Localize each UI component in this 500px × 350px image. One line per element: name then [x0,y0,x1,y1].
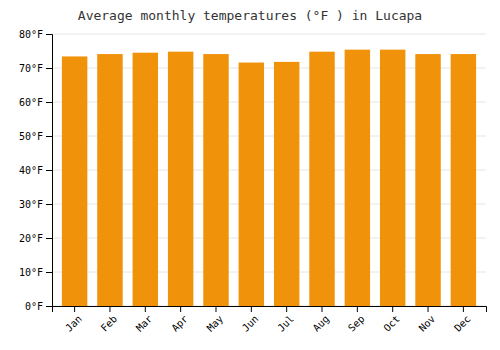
y-tick-label: 40°F [19,165,43,176]
x-tick: Nov [417,306,438,334]
x-tick-mark [322,306,323,312]
x-tick-mark [428,306,429,312]
x-tick-label: Mar [134,313,155,334]
grid [52,34,486,306]
y-tick-label: 10°F [19,267,43,278]
x-tick: Apr [169,306,190,334]
x-axis: Jan Feb Mar Apr May Jun Jul Aug Sep Oct Nov Dec [53,306,487,334]
bar [274,62,299,306]
y-tick-mark [46,170,52,171]
y-tick: 70°F [19,63,52,74]
x-tick-label: Jan [63,313,84,334]
bar [415,54,440,306]
x-tick: Dec [452,306,473,334]
x-tick-mark [109,306,110,312]
y-axis: 0°F 10°F 20°F 30°F 40°F 50°F 60°F 70°F 80°F [19,29,53,312]
bar [203,54,228,306]
y-tick-mark [46,204,52,205]
bar [97,54,122,306]
bar [133,53,158,306]
x-tick: Jun [240,306,261,334]
x-tick-mark [180,306,181,312]
y-tick-mark [46,238,52,239]
y-tick-mark [46,102,52,103]
x-axis-line [53,307,487,313]
x-tick: May [205,306,226,334]
x-tick: Aug [311,306,332,334]
y-tick-mark [46,306,52,307]
grid-line [52,34,486,35]
y-axis-line [46,35,53,307]
x-tick-label: Sep [346,313,367,334]
y-tick: 0°F [25,301,52,312]
x-tick-label: Jul [275,313,296,334]
y-tick-label: 30°F [19,199,43,210]
x-tick-mark [463,306,464,312]
x-tick-mark [251,306,252,312]
bars [62,50,476,306]
y-tick-mark [46,68,52,69]
x-tick-label: Nov [417,313,438,334]
y-tick: 10°F [19,267,52,278]
x-tick-mark [215,306,216,312]
y-tick: 50°F [19,131,52,142]
y-tick-label: 0°F [25,301,43,312]
plot: 0°F 10°F 20°F 30°F 40°F 50°F 60°F 70°F 80°F Jan Fe… [19,29,487,334]
x-tick-mark [145,306,146,312]
bar [239,63,264,306]
x-tick: Sep [346,306,367,334]
x-tick-mark [357,306,358,312]
x-tick-label: Feb [99,313,120,334]
x-tick-label: Dec [452,313,473,334]
y-tick: 30°F [19,199,52,210]
chart: 0°F 10°F 20°F 30°F 40°F 50°F 60°F 70°F 80°F Jan Fe… [0,0,500,350]
bar [309,52,334,306]
x-tick: Jan [63,306,84,334]
x-tick: Jul [275,306,296,334]
bar [168,52,193,306]
x-tick: Feb [99,306,120,334]
y-tick: 80°F [19,29,52,40]
x-tick: Oct [381,306,402,334]
x-tick-mark [286,306,287,312]
y-tick: 40°F [19,165,52,176]
y-tick: 20°F [19,233,52,244]
bar [345,50,370,306]
bar [380,50,405,306]
y-tick: 60°F [19,97,52,108]
x-tick-label: Apr [169,313,190,334]
bar [451,54,476,306]
y-tick-label: 20°F [19,233,43,244]
title: Average monthly temperatures (°F ) in Lu… [78,8,422,23]
y-tick-label: 50°F [19,131,43,142]
y-tick-label: 60°F [19,97,43,108]
x-tick-label: Jun [240,313,261,334]
y-tick-label: 70°F [19,63,43,74]
y-tick-mark [46,34,52,35]
x-tick-mark [74,306,75,312]
x-tick-label: Aug [311,313,332,334]
x-tick-label: Oct [381,313,402,334]
y-tick-mark [46,136,52,137]
x-tick-mark [392,306,393,312]
bar [62,56,87,306]
y-tick-label: 80°F [19,29,43,40]
x-tick: Mar [134,306,155,334]
x-tick-label: May [205,313,226,334]
y-tick-mark [46,272,52,273]
